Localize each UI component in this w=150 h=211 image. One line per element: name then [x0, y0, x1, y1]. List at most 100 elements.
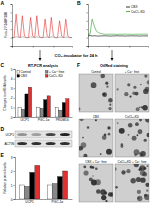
lipid-droplet [138, 169, 140, 171]
legend: CBXCoCl₂-KD [126, 5, 146, 14]
line [88, 19, 148, 34]
tick-mark [11, 21, 13, 22]
tick-label: 2 [11, 170, 13, 174]
tick-mark [11, 4, 13, 5]
lipid-droplet [81, 142, 87, 148]
tick-label: 3 [11, 87, 13, 91]
lipid-droplet [140, 177, 145, 182]
tick-mark [14, 117, 16, 118]
micrograph-frame [79, 74, 113, 112]
lipid-droplet [115, 167, 117, 170]
line [88, 35, 148, 37]
tick-mark [33, 46, 34, 48]
tick [87, 38, 89, 39]
tick-mark [11, 46, 13, 47]
tick-mark [14, 69, 16, 70]
lipid-droplet [107, 126, 110, 129]
lipid-droplet [134, 149, 140, 155]
tick: PRDM16 [56, 118, 69, 122]
tick-label: PGC-1α [52, 200, 64, 204]
lipid-droplet [136, 134, 138, 136]
bar [66, 99, 69, 117]
micrograph-bg [79, 119, 113, 157]
blot-band [46, 142, 56, 145]
blot-band [31, 133, 41, 136]
legend-label: CBX [21, 74, 28, 78]
tick-mark [87, 12, 89, 13]
legend-swatch [46, 71, 49, 74]
x-axis: UCP1 PGC-1α PRDM16 [16, 118, 73, 122]
micrograph-bg [79, 164, 113, 202]
lipid-droplet [137, 190, 141, 194]
lipid-droplet [121, 170, 125, 174]
axis-line [11, 5, 13, 47]
blot-band [60, 142, 70, 145]
tick-mark [14, 199, 16, 200]
lipid-droplet [126, 169, 130, 173]
tick-mark [53, 46, 54, 48]
axis-line [87, 5, 89, 47]
axis-line [13, 47, 73, 48]
lipid-droplet [135, 122, 139, 126]
panel-label: A [1, 0, 5, 6]
y-axis-title: Relative protein levels [3, 162, 7, 194]
lipid-droplet [147, 133, 149, 138]
axis-line [89, 47, 149, 48]
y-axis-title: Fura-2 F340/F380 [4, 12, 8, 38]
panel-label: E [1, 152, 5, 158]
lipid-droplet [79, 108, 80, 111]
lipid-droplet [145, 87, 149, 92]
lipid-droplet [115, 186, 118, 189]
tick [87, 29, 89, 30]
bar [30, 172, 35, 199]
lipid-droplet [129, 95, 131, 97]
lipid-droplet [92, 175, 94, 177]
micrograph-frame [115, 164, 149, 202]
micrograph-frame [115, 74, 149, 112]
lipid-droplet [119, 128, 125, 134]
bar [44, 100, 47, 117]
legend-label: CoCl₂-KD [131, 10, 146, 14]
tick-mark [129, 46, 130, 48]
x-axis: UCP1PGC-1α [16, 200, 73, 204]
blot-label: UCP1 [5, 133, 14, 137]
lipid-droplet [91, 180, 97, 186]
tick [109, 46, 110, 48]
tick: UCP1 [21, 118, 30, 122]
lipid-droplet [136, 177, 141, 182]
annotation: CO₂-incubator for 24 h [55, 53, 98, 58]
lipid-droplet [101, 195, 106, 200]
plot-area [88, 19, 148, 36]
plot-area [19, 165, 67, 199]
legend-label: CBX [131, 5, 138, 9]
bar [21, 109, 24, 117]
lipid-droplet [136, 107, 140, 111]
micrograph-frame [79, 119, 113, 157]
y-axis: 0123 [11, 156, 16, 202]
lipid-droplet [128, 134, 130, 136]
lipid-droplet [100, 74, 105, 78]
blot-band [31, 142, 41, 145]
tick-mark [14, 88, 16, 89]
lipid-droplet [140, 84, 142, 86]
image-label: CoCl₂+KD + Ca²⁺ free [117, 160, 146, 164]
y-axis-title: Changes in mRNA levels [3, 75, 7, 111]
line [12, 14, 72, 38]
tick: PGC-1α [38, 118, 50, 122]
tick-label: 1 [11, 106, 13, 110]
lipid-droplet [132, 136, 137, 141]
bar [52, 184, 57, 199]
lipid-droplet [127, 83, 130, 86]
lipid-droplet [96, 189, 101, 194]
micrograph-bg [79, 74, 113, 112]
lipid-droplet [117, 122, 119, 124]
tick: 5 [11, 68, 15, 72]
tick-mark [11, 38, 13, 39]
tick [87, 46, 89, 47]
tick: 4 [11, 77, 15, 81]
figure: Fura-2 F340/F380ACBXCoCl₂-KDBCO₂-incubat… [0, 0, 150, 211]
tick: 3 [11, 87, 15, 91]
micrograph [79, 164, 113, 202]
lipid-droplet [102, 92, 107, 97]
line [12, 36, 72, 38]
